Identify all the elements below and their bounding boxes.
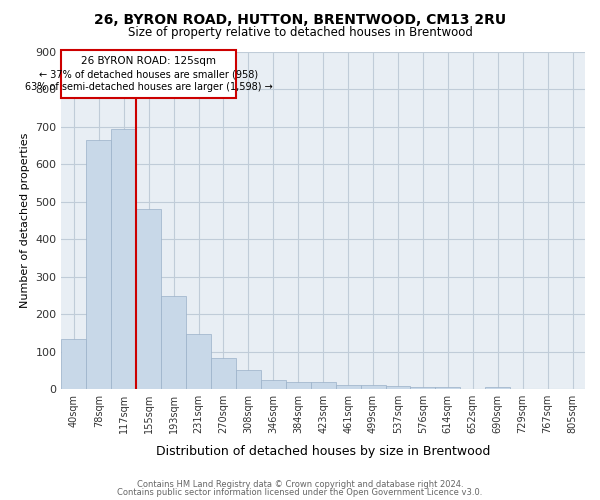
Bar bbox=[211, 358, 236, 389]
Bar bbox=[436, 388, 460, 389]
Text: 63% of semi-detached houses are larger (1,598) →: 63% of semi-detached houses are larger (… bbox=[25, 82, 272, 92]
Bar bbox=[61, 50, 236, 98]
Bar bbox=[186, 334, 211, 389]
Bar bbox=[161, 296, 186, 389]
Text: 26 BYRON ROAD: 125sqm: 26 BYRON ROAD: 125sqm bbox=[81, 56, 216, 66]
Bar bbox=[136, 209, 161, 389]
Bar bbox=[261, 380, 286, 389]
Text: Size of property relative to detached houses in Brentwood: Size of property relative to detached ho… bbox=[128, 26, 472, 39]
Bar bbox=[111, 129, 136, 389]
Bar bbox=[485, 386, 510, 389]
Text: Contains public sector information licensed under the Open Government Licence v3: Contains public sector information licen… bbox=[118, 488, 482, 497]
Bar bbox=[410, 387, 436, 389]
Bar bbox=[311, 382, 335, 389]
Y-axis label: Number of detached properties: Number of detached properties bbox=[20, 132, 30, 308]
Bar bbox=[236, 370, 261, 389]
Text: 26, BYRON ROAD, HUTTON, BRENTWOOD, CM13 2RU: 26, BYRON ROAD, HUTTON, BRENTWOOD, CM13 … bbox=[94, 12, 506, 26]
Bar bbox=[386, 386, 410, 389]
Text: ← 37% of detached houses are smaller (958): ← 37% of detached houses are smaller (95… bbox=[39, 69, 258, 79]
Bar bbox=[361, 386, 386, 389]
Bar bbox=[335, 385, 361, 389]
Bar bbox=[61, 338, 86, 389]
Text: Contains HM Land Registry data © Crown copyright and database right 2024.: Contains HM Land Registry data © Crown c… bbox=[137, 480, 463, 489]
Bar bbox=[86, 140, 111, 389]
Bar bbox=[286, 382, 311, 389]
X-axis label: Distribution of detached houses by size in Brentwood: Distribution of detached houses by size … bbox=[156, 444, 490, 458]
